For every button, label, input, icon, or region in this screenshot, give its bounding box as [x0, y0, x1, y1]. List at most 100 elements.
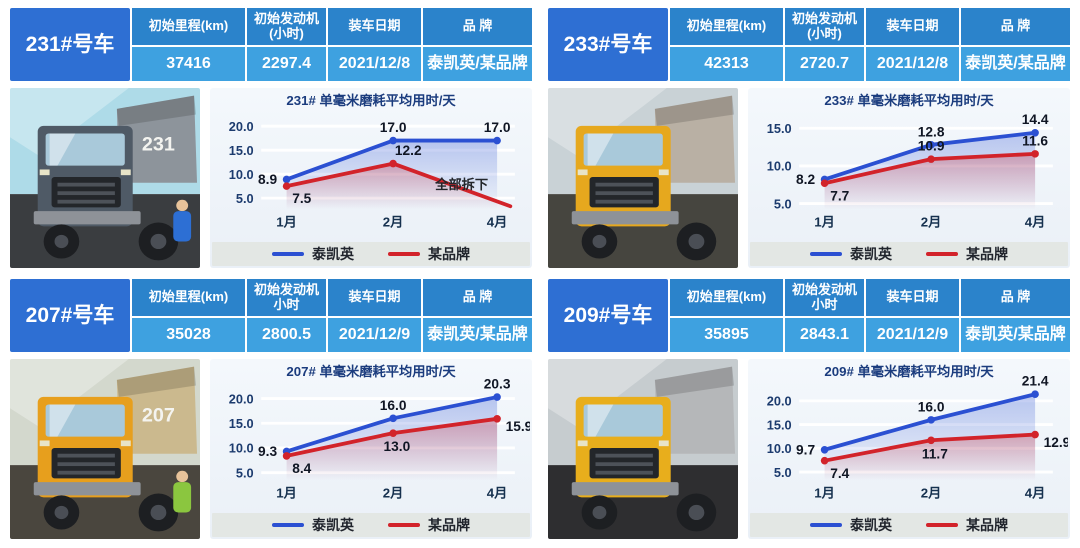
- value-mileage: 35895: [670, 318, 783, 352]
- x-tick-label: 2月: [383, 486, 404, 501]
- value-mileage: 37416: [132, 47, 245, 81]
- area-fill: [824, 434, 1036, 481]
- truck-bed: [116, 95, 198, 183]
- grille-slat: [57, 182, 115, 187]
- windshield: [583, 404, 663, 437]
- legend-label-taikaiying: 泰凯英: [312, 517, 354, 533]
- value-brand: 泰凯英/某品牌: [961, 318, 1070, 352]
- point-dot: [389, 414, 397, 423]
- truck-info-table: 207#号车 初始里程(km) 初始发动机 小时 装车日期 品 牌 35028 …: [10, 279, 532, 352]
- legend-line-brand-icon: [388, 523, 420, 527]
- col-header-install-date: 装车日期: [328, 8, 421, 45]
- col-header-mileage: 初始里程(km): [132, 279, 245, 316]
- wheel-hub: [592, 234, 607, 249]
- quadrant-233: 233#号车 初始里程(km) 初始发动机 (小时) 装车日期 品 牌 4231…: [548, 8, 1070, 269]
- truck-bed: [116, 366, 198, 454]
- data-label: 7.4: [830, 466, 849, 481]
- x-tick-label: 2月: [921, 486, 942, 501]
- y-tick-label: 5.0: [774, 196, 792, 211]
- chart-panel: 233# 单毫米磨耗平均用时/天 15.0 10.0 5.0 1月 2月 4月 8.2 12.8…: [748, 88, 1070, 268]
- quadrant-207: 207#号车 初始里程(km) 初始发动机 小时 装车日期 品 牌 35028 …: [10, 279, 532, 540]
- data-label: 7.5: [292, 191, 311, 206]
- quadrant-209: 209#号车 初始里程(km) 初始发动机 小时 装车日期 品 牌 35895 …: [548, 279, 1070, 540]
- legend-item-taikaiying: 泰凯英: [272, 515, 354, 535]
- y-tick-label: 10.0: [229, 441, 254, 456]
- legend-item-brand: 某品牌: [926, 244, 1008, 264]
- value-brand: 泰凯英/某品牌: [423, 318, 532, 352]
- point-dot: [1031, 430, 1039, 439]
- grille-slat: [595, 462, 653, 467]
- legend-label-brand: 某品牌: [966, 517, 1008, 533]
- headlight: [120, 169, 131, 176]
- data-label: 14.4: [1022, 112, 1049, 127]
- value-engine-hours: 2297.4: [247, 47, 326, 81]
- truck-bed-rim: [654, 366, 735, 397]
- x-tick-label: 4月: [487, 215, 508, 230]
- headlight: [577, 440, 588, 447]
- headlight: [658, 169, 669, 176]
- point-dot: [493, 393, 501, 401]
- data-label: 12.8: [918, 124, 945, 139]
- chart-title: 209# 单毫米磨耗平均用时/天: [824, 363, 994, 379]
- data-label: 16.0: [380, 398, 407, 413]
- y-tick-label: 15.0: [767, 121, 792, 136]
- data-label: 12.2: [395, 143, 422, 158]
- legend-item-brand: 某品牌: [388, 244, 470, 264]
- person-head: [176, 199, 189, 212]
- data-label: 9.7: [796, 442, 815, 457]
- data-label: 7.7: [830, 188, 849, 203]
- data-label: 17.0: [484, 120, 511, 135]
- legend-line-taikaiying-icon: [272, 252, 304, 256]
- windshield-reflection: [587, 404, 614, 437]
- truck-id-cell: 231#号车: [10, 8, 130, 81]
- point-dot: [1031, 128, 1039, 137]
- col-header-engine-hours: 初始发动机 小时: [785, 279, 864, 316]
- value-engine-hours: 2720.7: [785, 47, 864, 81]
- quadrant-body: 207 207# 单毫米磨耗平均用时/天 20.0 15.0 10.0 5.0 1月 2月 4…: [10, 359, 532, 539]
- line-chart: 209# 单毫米磨耗平均用时/天 20.0 15.0 10.0 5.0 1月 2月 4月 9.7…: [767, 363, 1068, 501]
- data-label: 15.9: [506, 419, 530, 434]
- legend-line-brand-icon: [388, 252, 420, 256]
- truck-info-table: 231#号车 初始里程(km) 初始发动机 (小时) 装车日期 品 牌 3741…: [10, 8, 532, 81]
- legend-item-taikaiying: 泰凯英: [810, 515, 892, 535]
- grille-slat: [57, 470, 115, 475]
- value-install-date: 2021/12/9: [866, 318, 959, 352]
- legend-label-brand: 某品牌: [428, 517, 470, 533]
- truck-id-cell: 233#号车: [548, 8, 668, 81]
- truck-photo: 207: [10, 359, 200, 539]
- chart-panel: 209# 单毫米磨耗平均用时/天 20.0 15.0 10.0 5.0 1月 2月 4月 9.7…: [748, 359, 1070, 539]
- chart-legend: 泰凯英 某品牌: [750, 513, 1068, 537]
- quadrant-231: 231#号车 初始里程(km) 初始发动机 (小时) 装车日期 品 牌 3741…: [10, 8, 532, 269]
- data-label: 10.9: [918, 139, 945, 154]
- windshield: [583, 133, 663, 166]
- y-tick-label: 15.0: [229, 143, 254, 158]
- x-tick-label: 1月: [814, 486, 835, 501]
- data-label: 11.7: [922, 446, 948, 461]
- y-tick-label: 20.0: [229, 119, 254, 134]
- point-dot: [927, 141, 935, 149]
- bumper: [571, 211, 679, 225]
- value-engine-hours: 2843.1: [785, 318, 864, 352]
- y-tick-label: 15.0: [229, 416, 254, 431]
- legend-item-taikaiying: 泰凯英: [272, 244, 354, 264]
- point-dot: [282, 182, 291, 190]
- person-head: [176, 470, 189, 483]
- quadrant-body: 231 231# 单毫米磨耗平均用时/天 20.0 15.0 10.0 5.0 1月 2月 4…: [10, 88, 532, 268]
- legend-label-brand: 某品牌: [428, 246, 470, 262]
- wheel-hub: [150, 504, 167, 521]
- grille-slat: [57, 462, 115, 467]
- grille-slat: [57, 199, 115, 204]
- person-body: [173, 482, 192, 513]
- wheel-hub: [592, 505, 607, 520]
- bumper: [33, 211, 141, 225]
- point-dot: [389, 429, 397, 437]
- line-chart: 233# 单毫米磨耗平均用时/天 15.0 10.0 5.0 1月 2月 4月 8.2 12.8…: [767, 92, 1053, 230]
- value-engine-hours: 2800.5: [247, 318, 326, 352]
- legend-item-brand: 某品牌: [926, 515, 1008, 535]
- point-dot: [820, 179, 829, 188]
- point-dot: [927, 436, 935, 445]
- y-tick-label: 5.0: [236, 465, 254, 480]
- y-tick-label: 20.0: [767, 394, 792, 409]
- col-header-brand: 品 牌: [961, 279, 1070, 316]
